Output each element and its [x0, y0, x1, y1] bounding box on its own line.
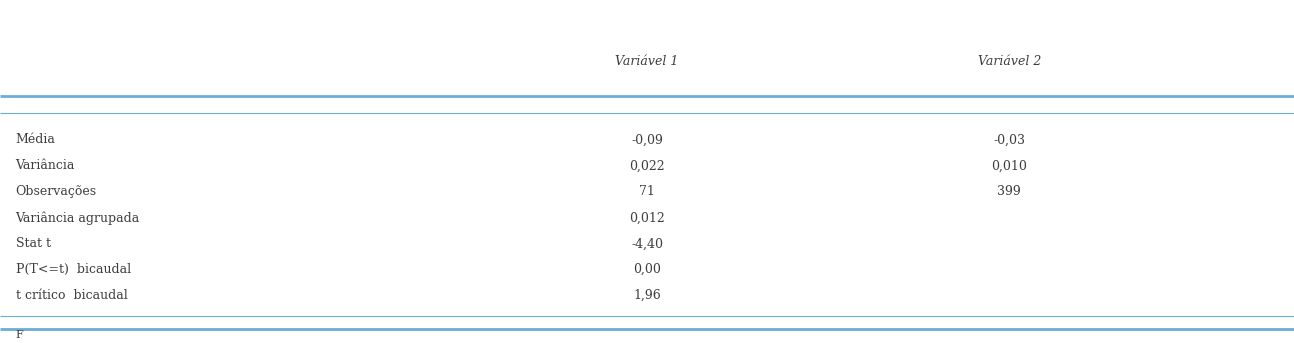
Text: 1,96: 1,96 — [633, 289, 661, 302]
Text: Stat t: Stat t — [16, 237, 50, 250]
Text: F: F — [16, 330, 23, 340]
Text: 0,022: 0,022 — [629, 159, 665, 173]
Text: -4,40: -4,40 — [631, 237, 663, 250]
Text: Variável 2: Variável 2 — [978, 55, 1040, 68]
Text: 0,00: 0,00 — [633, 263, 661, 276]
Text: 71: 71 — [639, 185, 655, 198]
Text: P(T<=t)  bicaudal: P(T<=t) bicaudal — [16, 263, 131, 276]
Text: Variável 1: Variável 1 — [616, 55, 678, 68]
Text: 0,010: 0,010 — [991, 159, 1027, 173]
Text: Variância: Variância — [16, 159, 75, 173]
Text: -0,09: -0,09 — [631, 133, 663, 146]
Text: Observações: Observações — [16, 185, 97, 198]
Text: Variância agrupada: Variância agrupada — [16, 211, 140, 225]
Text: 0,012: 0,012 — [629, 211, 665, 224]
Text: t crítico  bicaudal: t crítico bicaudal — [16, 289, 127, 302]
Text: 399: 399 — [998, 185, 1021, 198]
Text: Média: Média — [16, 133, 56, 146]
Text: -0,03: -0,03 — [994, 133, 1025, 146]
